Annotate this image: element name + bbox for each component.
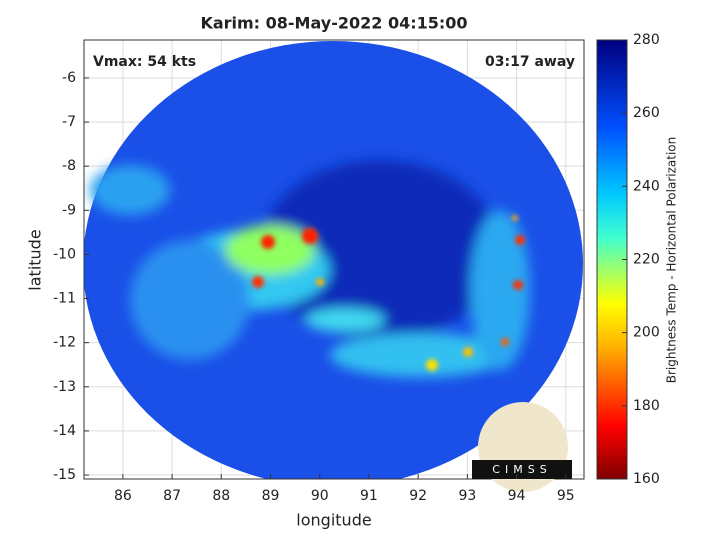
colorbar-tick-label: 240 (633, 178, 660, 194)
y-tick-label: -9 (62, 202, 76, 218)
y-tick-label: -11 (53, 291, 76, 307)
colorbar-tick-label: 160 (633, 471, 660, 487)
y-tick-label: -15 (53, 467, 76, 483)
x-tick-label: 86 (114, 488, 132, 504)
x-tick-label: 88 (212, 488, 230, 504)
x-tick-label: 90 (311, 488, 329, 504)
y-axis-label: latitude (26, 229, 45, 290)
x-tick-label: 92 (409, 488, 427, 504)
y-tick-label: -7 (62, 114, 76, 130)
y-tick-label: -14 (53, 423, 76, 439)
colorbar-tick-label: 200 (633, 325, 660, 341)
annotation: Vmax: 54 kts (93, 54, 196, 70)
plot-frame (83, 39, 585, 480)
colorbar-tick-label: 260 (633, 105, 660, 121)
colorbar-label: Brightness Temp - Horizontal Polarizatio… (665, 137, 679, 384)
x-tick-label: 95 (557, 488, 575, 504)
y-tick-label: -12 (53, 335, 76, 351)
x-tick-label: 89 (262, 488, 280, 504)
logo-text: CIMSS (492, 463, 551, 476)
y-tick-label: -8 (62, 158, 76, 174)
logo: CIMSS (472, 402, 572, 492)
x-axis-label: longitude (296, 511, 371, 530)
colorbar-tick-label: 220 (633, 252, 660, 268)
y-tick-label: -13 (53, 379, 76, 395)
chart-title: Karim: 08-May-2022 04:15:00 (200, 14, 467, 33)
x-tick-label: 94 (508, 488, 526, 504)
x-tick-label: 91 (360, 488, 378, 504)
y-tick-label: -6 (62, 70, 76, 86)
colorbar-tick-label: 280 (633, 32, 660, 48)
colorbar-tick-label: 180 (633, 398, 660, 414)
x-tick-label: 87 (163, 488, 181, 504)
annotation: 03:17 away (485, 54, 575, 70)
satellite-image (84, 41, 583, 479)
x-tick-label: 93 (458, 488, 476, 504)
y-tick-label: -10 (53, 246, 76, 262)
